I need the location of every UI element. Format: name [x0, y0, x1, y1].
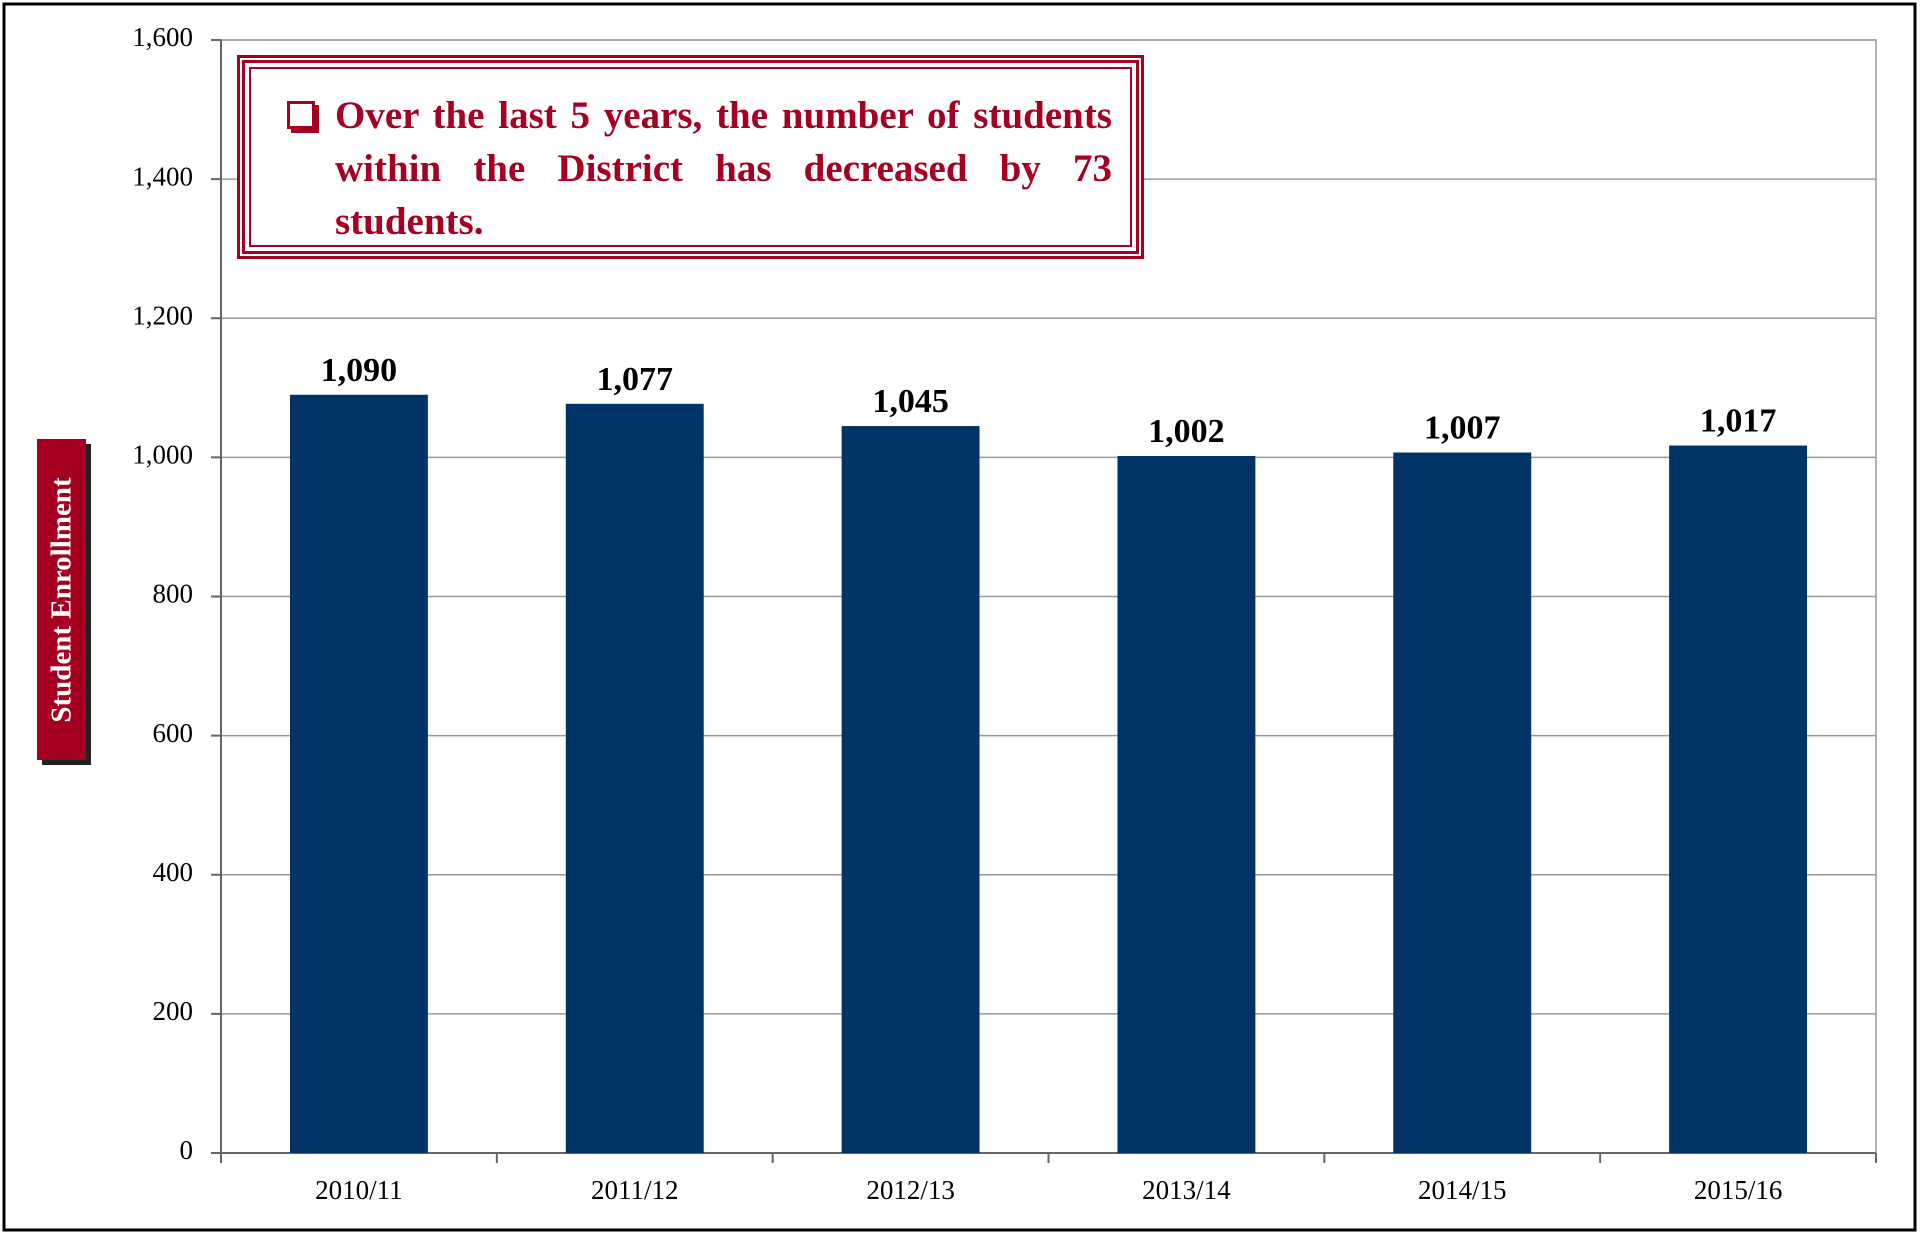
value-label: 1,007: [1424, 410, 1501, 447]
bar: [289, 394, 428, 1153]
y-axis-label: Student Enrollment: [45, 476, 77, 723]
bar: [841, 426, 980, 1153]
value-label: 1,045: [872, 383, 949, 420]
y-tick-label: 200: [153, 996, 194, 1026]
x-tick-label: 2011/12: [591, 1175, 679, 1205]
value-label: 1,090: [321, 352, 398, 389]
bar: [1669, 445, 1808, 1153]
annotation: Over the last 5 years, the number of stu…: [335, 94, 1112, 243]
bar: [1393, 452, 1532, 1153]
x-tick-label: 2014/15: [1418, 1175, 1507, 1205]
bullet: [287, 101, 315, 129]
x-tick-label: 2010/11: [315, 1175, 403, 1205]
x-tick-label: 2012/13: [866, 1175, 955, 1205]
value-label: 1,077: [597, 361, 674, 398]
value-label: 1,002: [1148, 413, 1225, 450]
x-tick-label: 2015/16: [1694, 1175, 1783, 1205]
bar: [1117, 455, 1256, 1153]
y-tick-label: 1,400: [132, 161, 193, 191]
x-tick-label: 2013/14: [1142, 1175, 1231, 1205]
y-tick-label: 600: [153, 718, 194, 748]
y-tick-label: 1,000: [132, 440, 193, 470]
value-label: 1,017: [1700, 403, 1777, 440]
y-axis-label-box: Student Enrollment: [37, 439, 86, 760]
annotation-box: Over the last 5 years, the number of stu…: [237, 55, 1144, 259]
y-tick-label: 1,200: [132, 300, 193, 330]
y-tick-label: 0: [180, 1135, 194, 1165]
y-tick-label: 800: [153, 579, 194, 609]
y-tick-label: 400: [153, 857, 194, 887]
bar: [565, 403, 704, 1153]
y-tick-label: 1,600: [132, 22, 193, 52]
